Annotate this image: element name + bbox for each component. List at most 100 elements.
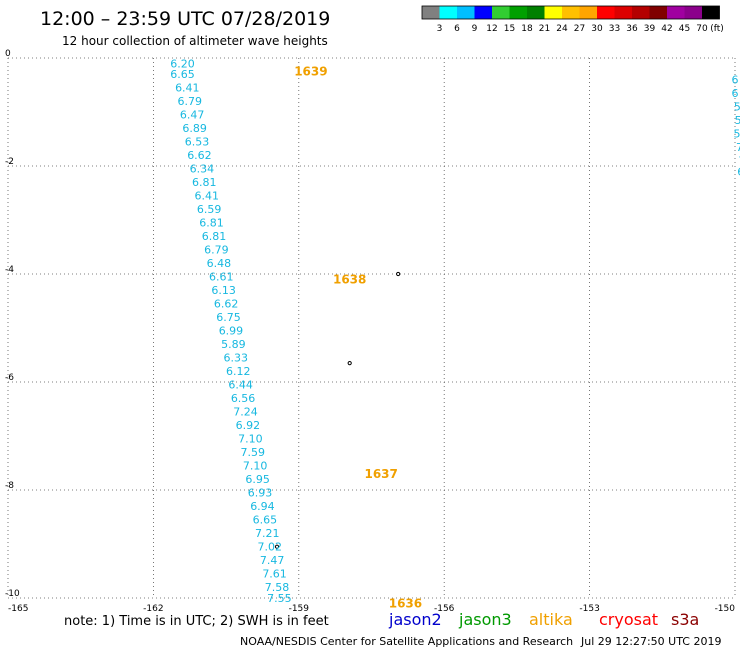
wave-height-label: 6.93	[248, 487, 273, 500]
colorbar-frame	[421, 5, 720, 20]
wave-height-label: 5.	[735, 114, 740, 127]
wave-height-label: 6.75	[216, 311, 241, 324]
lon-tick-label: -156	[434, 604, 455, 614]
wave-height-label: 7.10	[243, 460, 268, 473]
colorbar-swatch	[649, 6, 667, 19]
wave-height-label: 7.61	[262, 568, 287, 581]
wave-height-label: 6.47	[180, 109, 205, 122]
wave-height-label: 7.1	[738, 155, 740, 168]
axis-tick-labels: -165 -162 -159 -156 -153 -150 0 -2 -4 -6 -8 -10	[5, 49, 735, 614]
wave-height-label: 5	[734, 101, 740, 114]
island-marker	[274, 544, 280, 549]
wave-height-label: 7.1	[736, 141, 740, 154]
footer-timestamp: Jul 29 12:27:50 UTC 2019	[580, 635, 721, 648]
footer-credit: NOAA/NESDIS Center for Satellite Applica…	[240, 635, 573, 648]
colorbar-tick-label: 45	[679, 24, 690, 34]
lat-tick-label: -2	[5, 157, 14, 167]
map-subtitle: 12 hour collection of altimeter wave hei…	[62, 34, 328, 48]
pass-number-label: 1637	[364, 467, 397, 481]
colorbar-tick-label: 6	[454, 24, 460, 34]
colorbar-swatch	[457, 6, 475, 19]
colorbar-swatch	[562, 6, 580, 19]
colorbar-tick-label: 39	[644, 24, 656, 34]
island-marker	[347, 361, 352, 366]
wave-height-label: 6.41	[194, 190, 219, 203]
wave-height-label: 6.12	[226, 365, 251, 378]
colorbar-tick-label: 70	[696, 24, 708, 34]
wave-height-label: 6.99	[219, 325, 244, 338]
wave-height-label: 6.92	[236, 419, 261, 432]
wave-height-label: 6.81	[202, 230, 227, 243]
map-title: 12:00 – 23:59 UTC 07/28/2019	[40, 8, 330, 30]
islands	[274, 271, 401, 549]
colorbar-swatch	[544, 6, 562, 19]
colorbar-tick-label: 33	[609, 24, 620, 34]
wave-height-label: 6.44	[228, 379, 253, 392]
lon-tick-label: -150	[715, 604, 736, 614]
wave-height-label: 5.89	[221, 338, 246, 351]
wave-height-label: 6.81	[199, 217, 224, 230]
wave-height-label: 7.10	[238, 433, 263, 446]
colorbar-tick-label: 9	[472, 24, 478, 34]
wave-height-label: 6.79	[204, 244, 229, 257]
lat-tick-label: -10	[5, 589, 20, 599]
colorbar-tick-label: 30	[591, 24, 603, 34]
wave-height-label: 6	[732, 74, 739, 87]
pass-number-label: 1639	[294, 65, 327, 79]
legend-s3a: s3a	[671, 610, 699, 629]
colorbar-swatch	[614, 6, 632, 19]
wave-height-label: 6.59	[197, 203, 222, 216]
legend-cryosat: cryosat	[599, 610, 658, 629]
wave-height-label: 6.79	[178, 95, 203, 108]
wave-height-label: 7.21	[255, 527, 280, 540]
colorbar-swatch	[492, 6, 510, 19]
wave-height-label: 6.13	[211, 284, 236, 297]
satellite-legend: jason2 jason3 altika cryosat s3a	[388, 610, 699, 629]
wave-height-label: 6.53	[185, 136, 210, 149]
wave-height-label: 6.41	[175, 82, 200, 95]
legend-altika: altika	[529, 610, 573, 629]
wave-height-label: 6.61	[209, 271, 234, 284]
colorbar-swatch	[667, 6, 685, 19]
lat-tick-label: -6	[5, 373, 14, 383]
wave-height-label: 6	[732, 87, 739, 100]
colorbar-tick-label: 15	[504, 24, 515, 34]
lon-tick-label: -159	[289, 604, 310, 614]
wave-height-label: 6.56	[231, 392, 256, 405]
wave-height-label: 6.34	[190, 163, 215, 176]
wave-height-label: 6.33	[224, 352, 249, 365]
wave-height-label: 6.48	[207, 257, 232, 270]
colorbar-tick-label: 21	[539, 24, 550, 34]
colorbar-swatch	[579, 6, 597, 19]
lat-tick-label: 0	[5, 49, 11, 59]
colorbar-swatch	[509, 6, 527, 19]
wave-height-label: 7.02	[257, 541, 282, 554]
legend-jason2: jason2	[388, 610, 442, 629]
colorbar-swatch	[597, 6, 615, 19]
footer-note: note: 1) Time is in UTC; 2) SWH is in fe…	[64, 614, 329, 629]
wave-height-label: 6.95	[245, 473, 270, 486]
wave-height-label: 6.62	[214, 298, 239, 311]
colorbar-tick-label: 24	[556, 24, 568, 34]
wave-height-label: 6.65	[253, 514, 278, 527]
legend-jason3: jason3	[458, 610, 512, 629]
colorbar-tick-label: 18	[521, 24, 533, 34]
wave-height-label: 7.55	[267, 592, 292, 605]
colorbar-swatch	[702, 6, 720, 19]
colorbar-swatch	[527, 6, 545, 19]
colorbar-tick-label: 12	[486, 24, 497, 34]
island-marker	[396, 271, 401, 277]
wave-height-label: 7.47	[260, 554, 285, 567]
wave-height-label: 7.59	[241, 446, 266, 459]
colorbar-swatch	[632, 6, 650, 19]
lon-tick-label: -162	[143, 604, 163, 614]
colorbar-unit: (ft)	[710, 24, 724, 34]
wave-height-label: 6.94	[250, 500, 275, 513]
colorbar-tick-label: 36	[626, 24, 638, 34]
lat-tick-label: -4	[5, 265, 14, 275]
colorbar-swatch	[439, 6, 457, 19]
colorbar-swatch	[684, 6, 702, 19]
wave-height-label: 6.89	[182, 122, 207, 135]
